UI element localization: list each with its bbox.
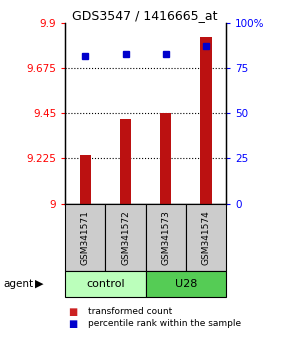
Text: GSM341574: GSM341574 [202, 210, 211, 264]
Text: GDS3547 / 1416665_at: GDS3547 / 1416665_at [72, 9, 218, 22]
Text: transformed count: transformed count [88, 307, 173, 316]
Bar [80, 155, 91, 204]
Text: ▶: ▶ [35, 279, 44, 289]
Bar [160, 113, 171, 204]
Bar [120, 119, 131, 204]
Text: GSM341571: GSM341571 [81, 210, 90, 265]
Text: GSM341572: GSM341572 [121, 210, 130, 264]
Text: percentile rank within the sample: percentile rank within the sample [88, 319, 242, 329]
Text: control: control [86, 279, 125, 289]
Text: ■: ■ [68, 307, 77, 316]
Text: GSM341573: GSM341573 [161, 210, 170, 265]
Text: agent: agent [3, 279, 33, 289]
Text: U28: U28 [175, 279, 197, 289]
Bar [200, 37, 212, 204]
Text: ■: ■ [68, 319, 77, 329]
